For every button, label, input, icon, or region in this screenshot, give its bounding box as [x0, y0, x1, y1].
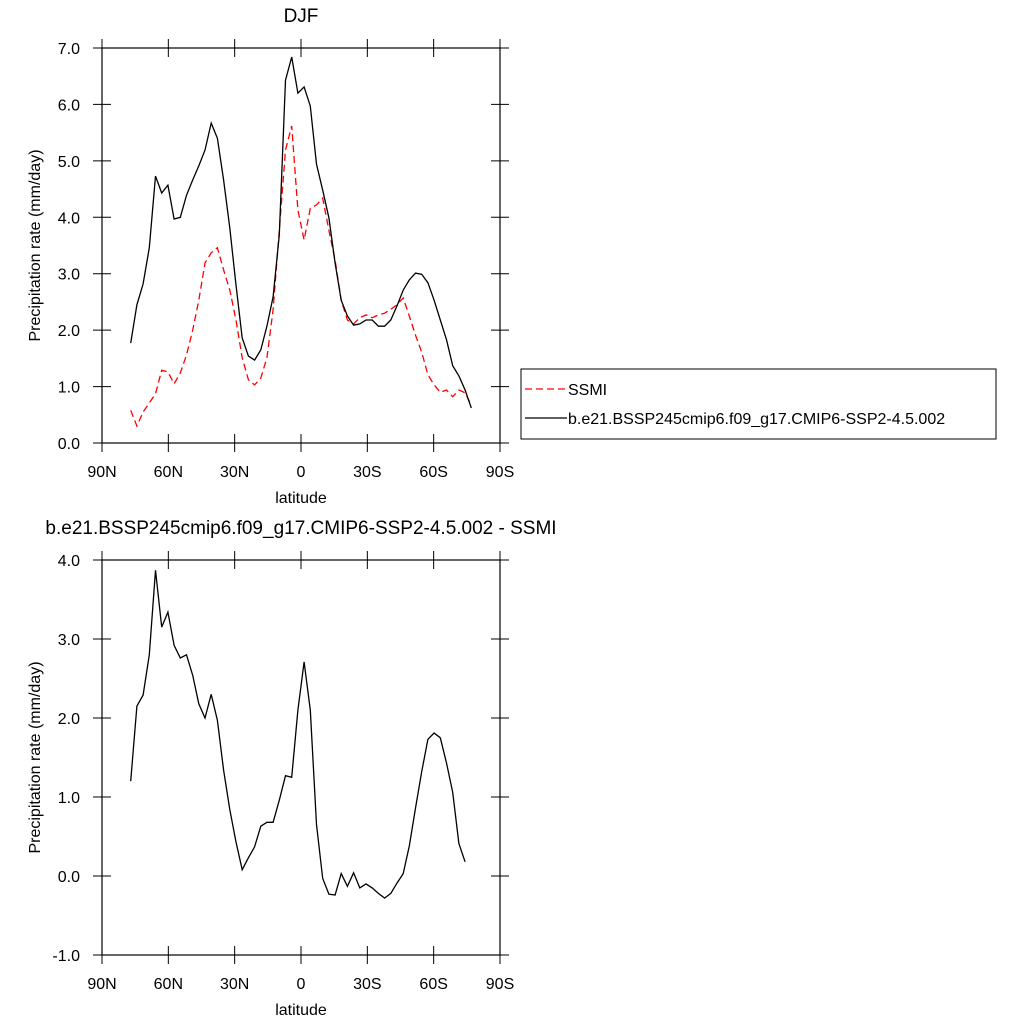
- x-tick-label: 60N: [154, 464, 183, 481]
- x-tick-label: 60S: [419, 464, 447, 481]
- x-tick-label: 90S: [486, 464, 514, 481]
- x-tick-label: 60S: [419, 976, 447, 993]
- x-tick-label: 90N: [87, 464, 116, 481]
- x-axis-label: latitude: [275, 1002, 327, 1019]
- plot-frame: [101, 559, 501, 956]
- legend-box: [520, 368, 997, 440]
- chart-title: DJF: [284, 6, 319, 27]
- x-tick-label: 0: [297, 976, 306, 993]
- x-tick-label: 30S: [353, 464, 381, 481]
- data-line: [130, 570, 466, 899]
- y-tick-label: -1.0: [52, 948, 80, 965]
- y-tick-label: 1.0: [58, 380, 80, 397]
- y-tick-label: 4.0: [58, 553, 80, 570]
- x-tick-label: 0: [297, 464, 306, 481]
- x-tick-label: 90N: [87, 976, 116, 993]
- y-tick-label: 3.0: [58, 267, 80, 284]
- chart-title: b.e21.BSSP245cmip6.f09_g17.CMIP6-SSP2-4.…: [45, 518, 556, 539]
- x-tick-label: 30N: [220, 976, 249, 993]
- series-line: [130, 125, 472, 428]
- y-axis-label: Precipitation rate (mm/day): [27, 661, 44, 853]
- y-tick-label: 4.0: [58, 210, 80, 227]
- plot-frame: [101, 47, 501, 444]
- y-tick-label: 2.0: [58, 711, 80, 728]
- y-tick-label: 5.0: [58, 154, 80, 171]
- x-axis-label: latitude: [275, 490, 327, 507]
- series-line: [130, 56, 472, 409]
- legend-label: b.e21.BSSP245cmip6.f09_g17.CMIP6-SSP2-4.…: [568, 411, 945, 428]
- y-tick-label: 2.0: [58, 323, 80, 340]
- x-tick-label: 30N: [220, 464, 249, 481]
- x-tick-label: 30S: [353, 976, 381, 993]
- y-tick-label: 7.0: [58, 41, 80, 58]
- y-tick-label: 0.0: [58, 436, 80, 453]
- x-tick-label: 60N: [154, 976, 183, 993]
- y-tick-label: 6.0: [58, 97, 80, 114]
- y-axis-label: Precipitation rate (mm/day): [27, 149, 44, 341]
- y-tick-label: 1.0: [58, 790, 80, 807]
- legend-label: SSMI: [568, 382, 607, 399]
- y-tick-label: 0.0: [58, 869, 80, 886]
- x-tick-label: 90S: [486, 976, 514, 993]
- y-tick-label: 3.0: [58, 632, 80, 649]
